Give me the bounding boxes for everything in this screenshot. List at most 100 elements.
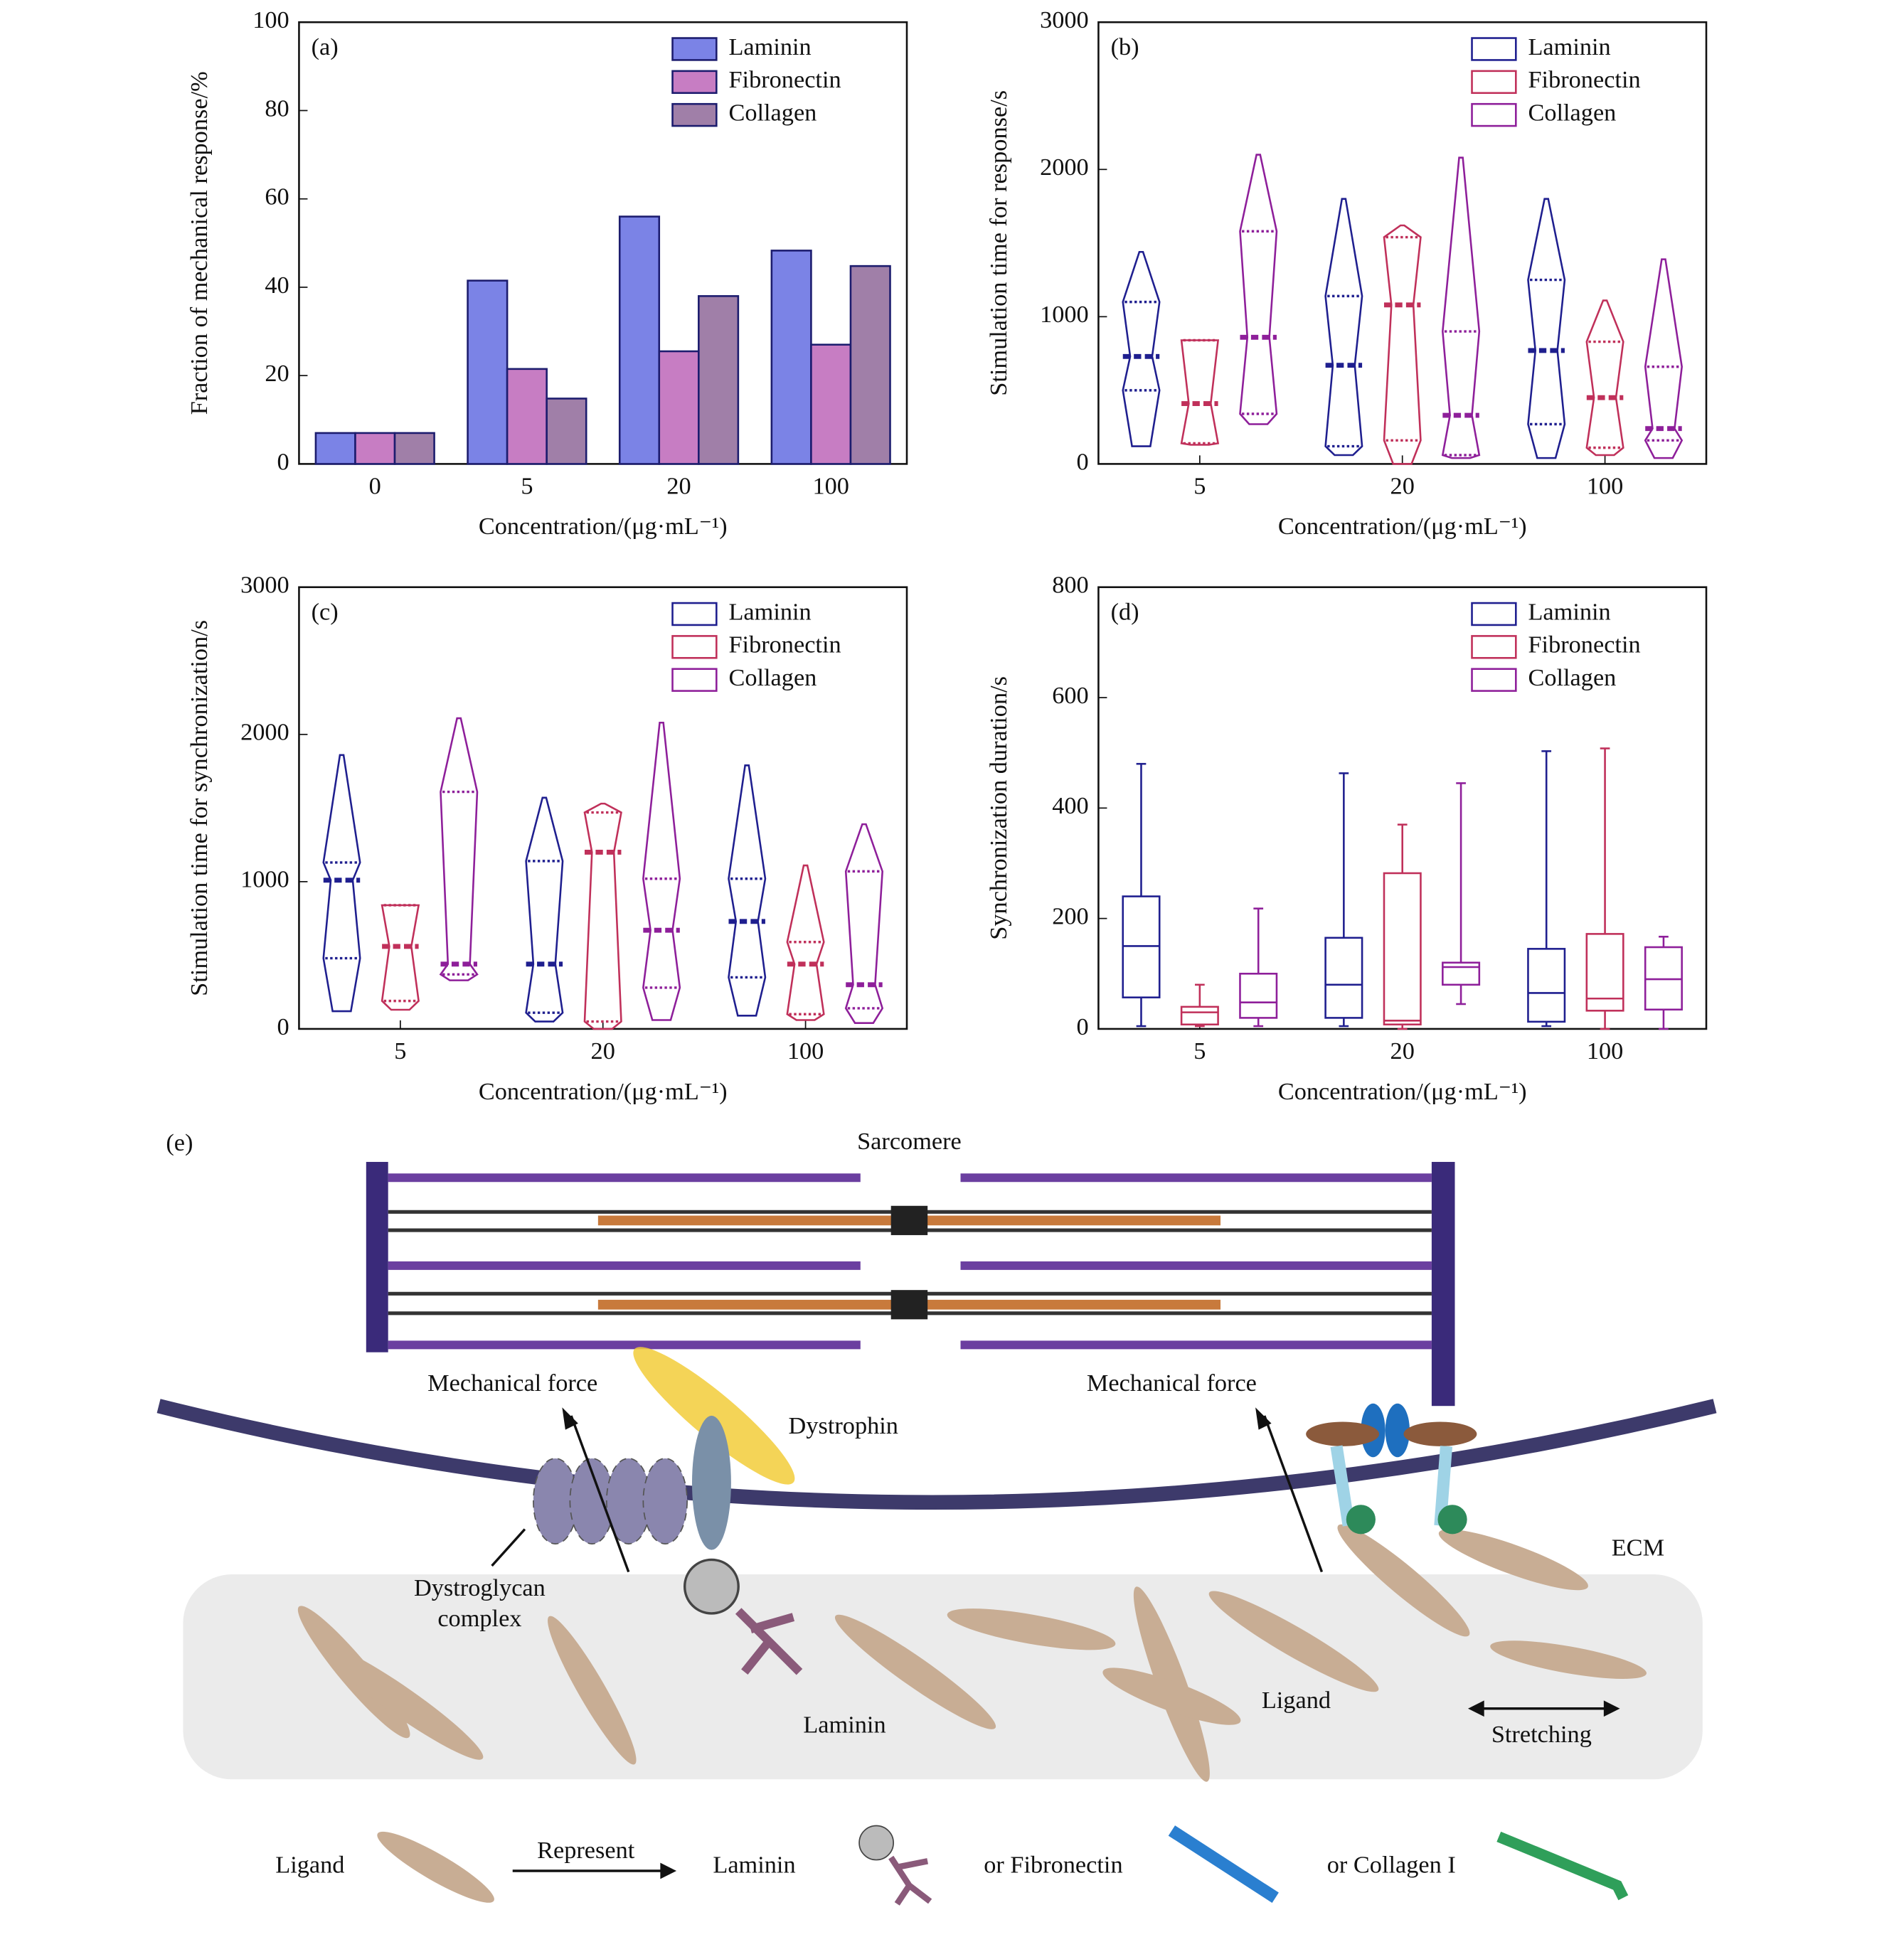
x-tick-label: 20 [666, 473, 691, 500]
key-text: Represent [537, 1837, 635, 1864]
bar [506, 368, 548, 465]
sarcomere [366, 1161, 1455, 1407]
violin [583, 802, 622, 1030]
x-tick-label: 5 [394, 1037, 406, 1064]
y-tick-label: 1000 [240, 866, 289, 893]
key-text: Laminin [713, 1852, 795, 1879]
box [1442, 961, 1481, 986]
dystroglycan-label: complex [437, 1605, 521, 1632]
y-tick-label: 20 [265, 360, 289, 387]
box [1324, 937, 1363, 1019]
violin [381, 904, 420, 1011]
y-axis-label: Synchronization duration/s [985, 676, 1012, 940]
y-tick-label: 0 [1077, 1013, 1089, 1040]
legend-swatch [671, 602, 718, 626]
stretching-label: Stretching [1491, 1721, 1592, 1748]
y-axis-label: Stimulation time for synchronization/s [186, 620, 213, 996]
y-tick-label: 3000 [240, 572, 289, 599]
dystrophin-label: Dystrophin [789, 1412, 898, 1439]
x-tick-label: 20 [591, 1037, 615, 1064]
legend-label: Laminin [728, 598, 811, 625]
x-tick-label: 20 [1390, 1037, 1415, 1064]
force-label: Mechanical force [1087, 1370, 1257, 1397]
x-tick-label: 100 [1587, 473, 1623, 500]
bar [314, 432, 356, 465]
key-text: Ligand [275, 1852, 344, 1879]
box [1383, 872, 1422, 1026]
chart: 0 200 400 600 800 (d) Concentration/(μg·mL⁻¹) S… [985, 572, 1708, 1105]
violin [786, 864, 825, 1021]
x-axis-label: Concentration/(μg·mL⁻¹) [1278, 513, 1527, 540]
y-tick-label: 2000 [1040, 154, 1089, 181]
violin [642, 721, 681, 1021]
laminin-arms [735, 1608, 803, 1675]
y-axis-label: Fraction of mechanical response/% [186, 71, 213, 415]
bar [467, 279, 509, 465]
box [1180, 1005, 1219, 1026]
y-tick-label: 40 [265, 272, 289, 299]
legend-swatch [1471, 102, 1517, 127]
y-tick-label: 100 [252, 6, 289, 33]
sarcomere-label: Sarcomere [857, 1128, 962, 1155]
legend-label: Laminin [1528, 598, 1610, 625]
bar [810, 343, 852, 465]
dystroglycan-shape [533, 1458, 688, 1544]
violin [1239, 154, 1278, 425]
plot-frame [298, 21, 908, 465]
x-tick-label: 100 [787, 1037, 824, 1064]
legend-label: Fibronectin [1528, 631, 1640, 658]
legend-label: Laminin [728, 33, 811, 60]
y-tick-label: 0 [1077, 448, 1089, 475]
y-tick-label: 400 [1052, 792, 1088, 819]
legend-label: Fibronectin [728, 631, 841, 658]
y-tick-label: 0 [277, 448, 289, 475]
violin [1122, 250, 1161, 447]
legend-swatch [1471, 602, 1517, 626]
key-laminin [858, 1825, 932, 1906]
bar [546, 397, 587, 465]
x-tick-label: 5 [1193, 473, 1206, 500]
panel-label: (d) [1111, 598, 1139, 625]
chart: 0 1000 2000 3000 (c) Concentration/(μg·mL⁻¹) S… [186, 572, 908, 1105]
legend-swatch [671, 668, 718, 692]
key-collagen [1496, 1831, 1629, 1901]
x-axis-label: Concentration/(μg·mL⁻¹) [479, 513, 728, 540]
panel-label: (b) [1111, 33, 1139, 60]
legend-label: Fibronectin [728, 66, 841, 93]
chart: 0 20 40 60 80 100 (a) Concentration/(μg·mL⁻¹) Fr… [186, 6, 908, 540]
key-text: or Collagen I [1327, 1852, 1456, 1879]
ligands [297, 1524, 1647, 1782]
box [1527, 948, 1566, 1023]
y-tick-label: 60 [265, 183, 289, 210]
x-tick-label: 100 [1587, 1037, 1623, 1064]
legend-label: Collagen [728, 100, 817, 127]
violin [525, 796, 564, 1023]
arrows [491, 1407, 1620, 1879]
diagram: (e) Sarcomere Mechanical force Mechanica… [156, 1128, 1717, 1906]
laminin-head [683, 1558, 740, 1615]
x-tick-label: 20 [1390, 473, 1415, 500]
box [1239, 973, 1278, 1019]
legend-swatch [1471, 635, 1517, 659]
violin [1324, 198, 1363, 457]
panel-label: (a) [312, 33, 339, 60]
dystroglycan-label: Dystroglycan [414, 1574, 546, 1601]
legend-swatch [1471, 668, 1517, 692]
x-tick-label: 0 [369, 473, 381, 500]
violin [728, 764, 767, 1017]
y-tick-label: 2000 [240, 719, 289, 746]
violin [844, 823, 884, 1024]
bar [393, 432, 435, 465]
integrins [1306, 1403, 1477, 1535]
membrane [156, 1399, 1717, 1510]
chart: 0 1000 2000 3000 (b) Concentration/(μg·mL⁻¹) S… [985, 6, 1708, 540]
bar [618, 215, 661, 465]
key-fibronectin [1168, 1825, 1279, 1903]
y-tick-label: 200 [1052, 903, 1088, 930]
key-text: or Fibronectin [984, 1852, 1122, 1879]
x-tick-label: 100 [812, 473, 849, 500]
bar [698, 295, 740, 465]
violin [1383, 224, 1422, 465]
laminin-label: Laminin [803, 1711, 885, 1738]
bar [658, 350, 700, 465]
